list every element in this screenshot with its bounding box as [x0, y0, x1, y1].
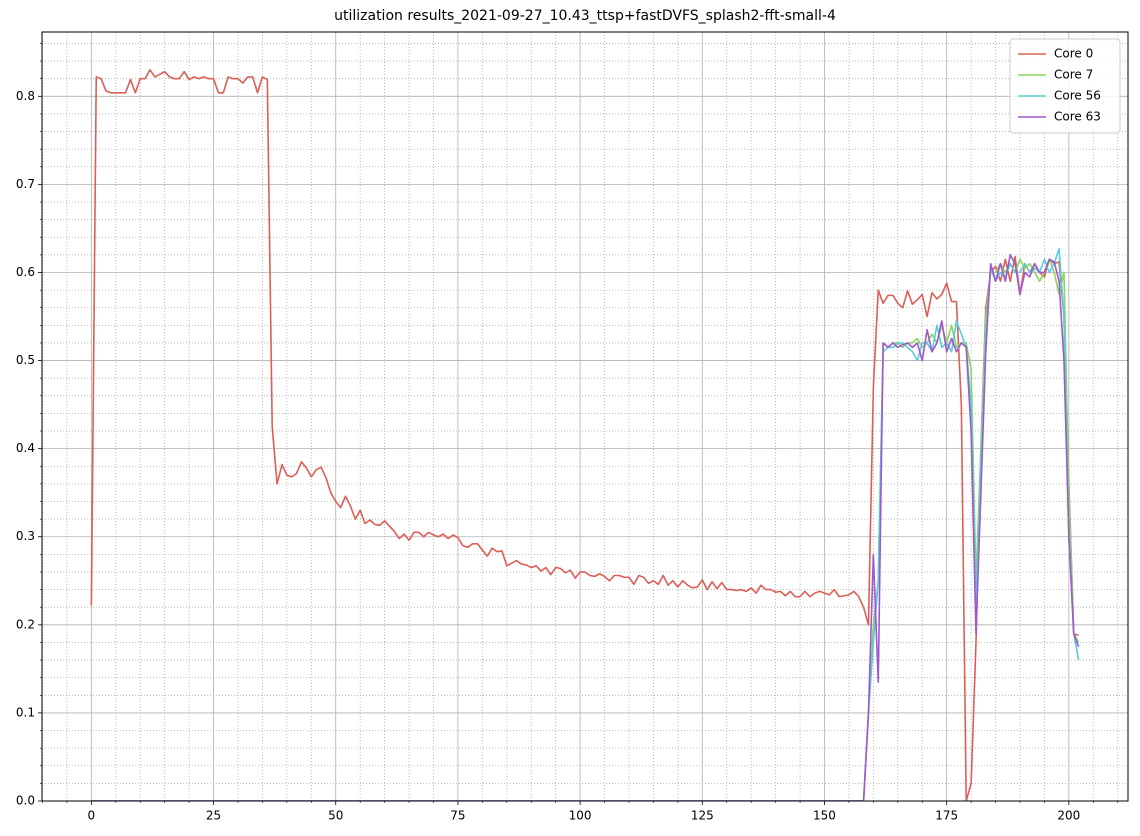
x-tick-label: 125	[691, 809, 714, 823]
x-tick-label: 0	[88, 809, 96, 823]
series-line	[91, 254, 1080, 801]
legend-box	[1009, 38, 1121, 134]
x-tick-label: 100	[569, 809, 592, 823]
y-tick-label: 0.1	[16, 705, 35, 719]
x-tick-label: 175	[935, 809, 958, 823]
x-tick-label: 25	[206, 809, 221, 823]
y-tick-label: 0.3	[16, 529, 35, 543]
x-tick-label: 75	[450, 809, 465, 823]
x-tick-label: 200	[1057, 809, 1080, 823]
axes-frame	[41, 31, 1129, 802]
grid	[42, 32, 1128, 802]
legend-label: Core 7	[1054, 68, 1093, 82]
x-tick-label: 50	[328, 809, 343, 823]
series-line	[90, 69, 1079, 801]
y-tick-label: 0.2	[16, 617, 35, 631]
series-line	[91, 258, 1080, 801]
series-line	[91, 247, 1080, 801]
x-tick-label: 150	[813, 809, 836, 823]
legend-label: Core 63	[1054, 110, 1101, 124]
y-tick-label: 0.6	[16, 265, 35, 279]
legend-label: Core 56	[1054, 89, 1101, 103]
y-tick-label: 0.0	[16, 794, 35, 808]
y-tick-label: 0.7	[16, 177, 35, 191]
y-tick-label: 0.4	[16, 441, 35, 455]
legend: Core 0 Core 7 Core 56 Core 63	[1009, 38, 1121, 134]
chart-title: utilization results_2021-09-27_10.43_tts…	[334, 8, 836, 24]
legend-label: Core 0	[1054, 47, 1093, 61]
y-tick-label: 0.5	[16, 353, 35, 367]
ticks: 0 25 50 75 100 125 150 175 200 0.0 0.1 0.2 0.3 0.4 0.5…	[16, 43, 1119, 823]
y-tick-label: 0.8	[16, 89, 35, 103]
plot-area	[90, 69, 1080, 801]
